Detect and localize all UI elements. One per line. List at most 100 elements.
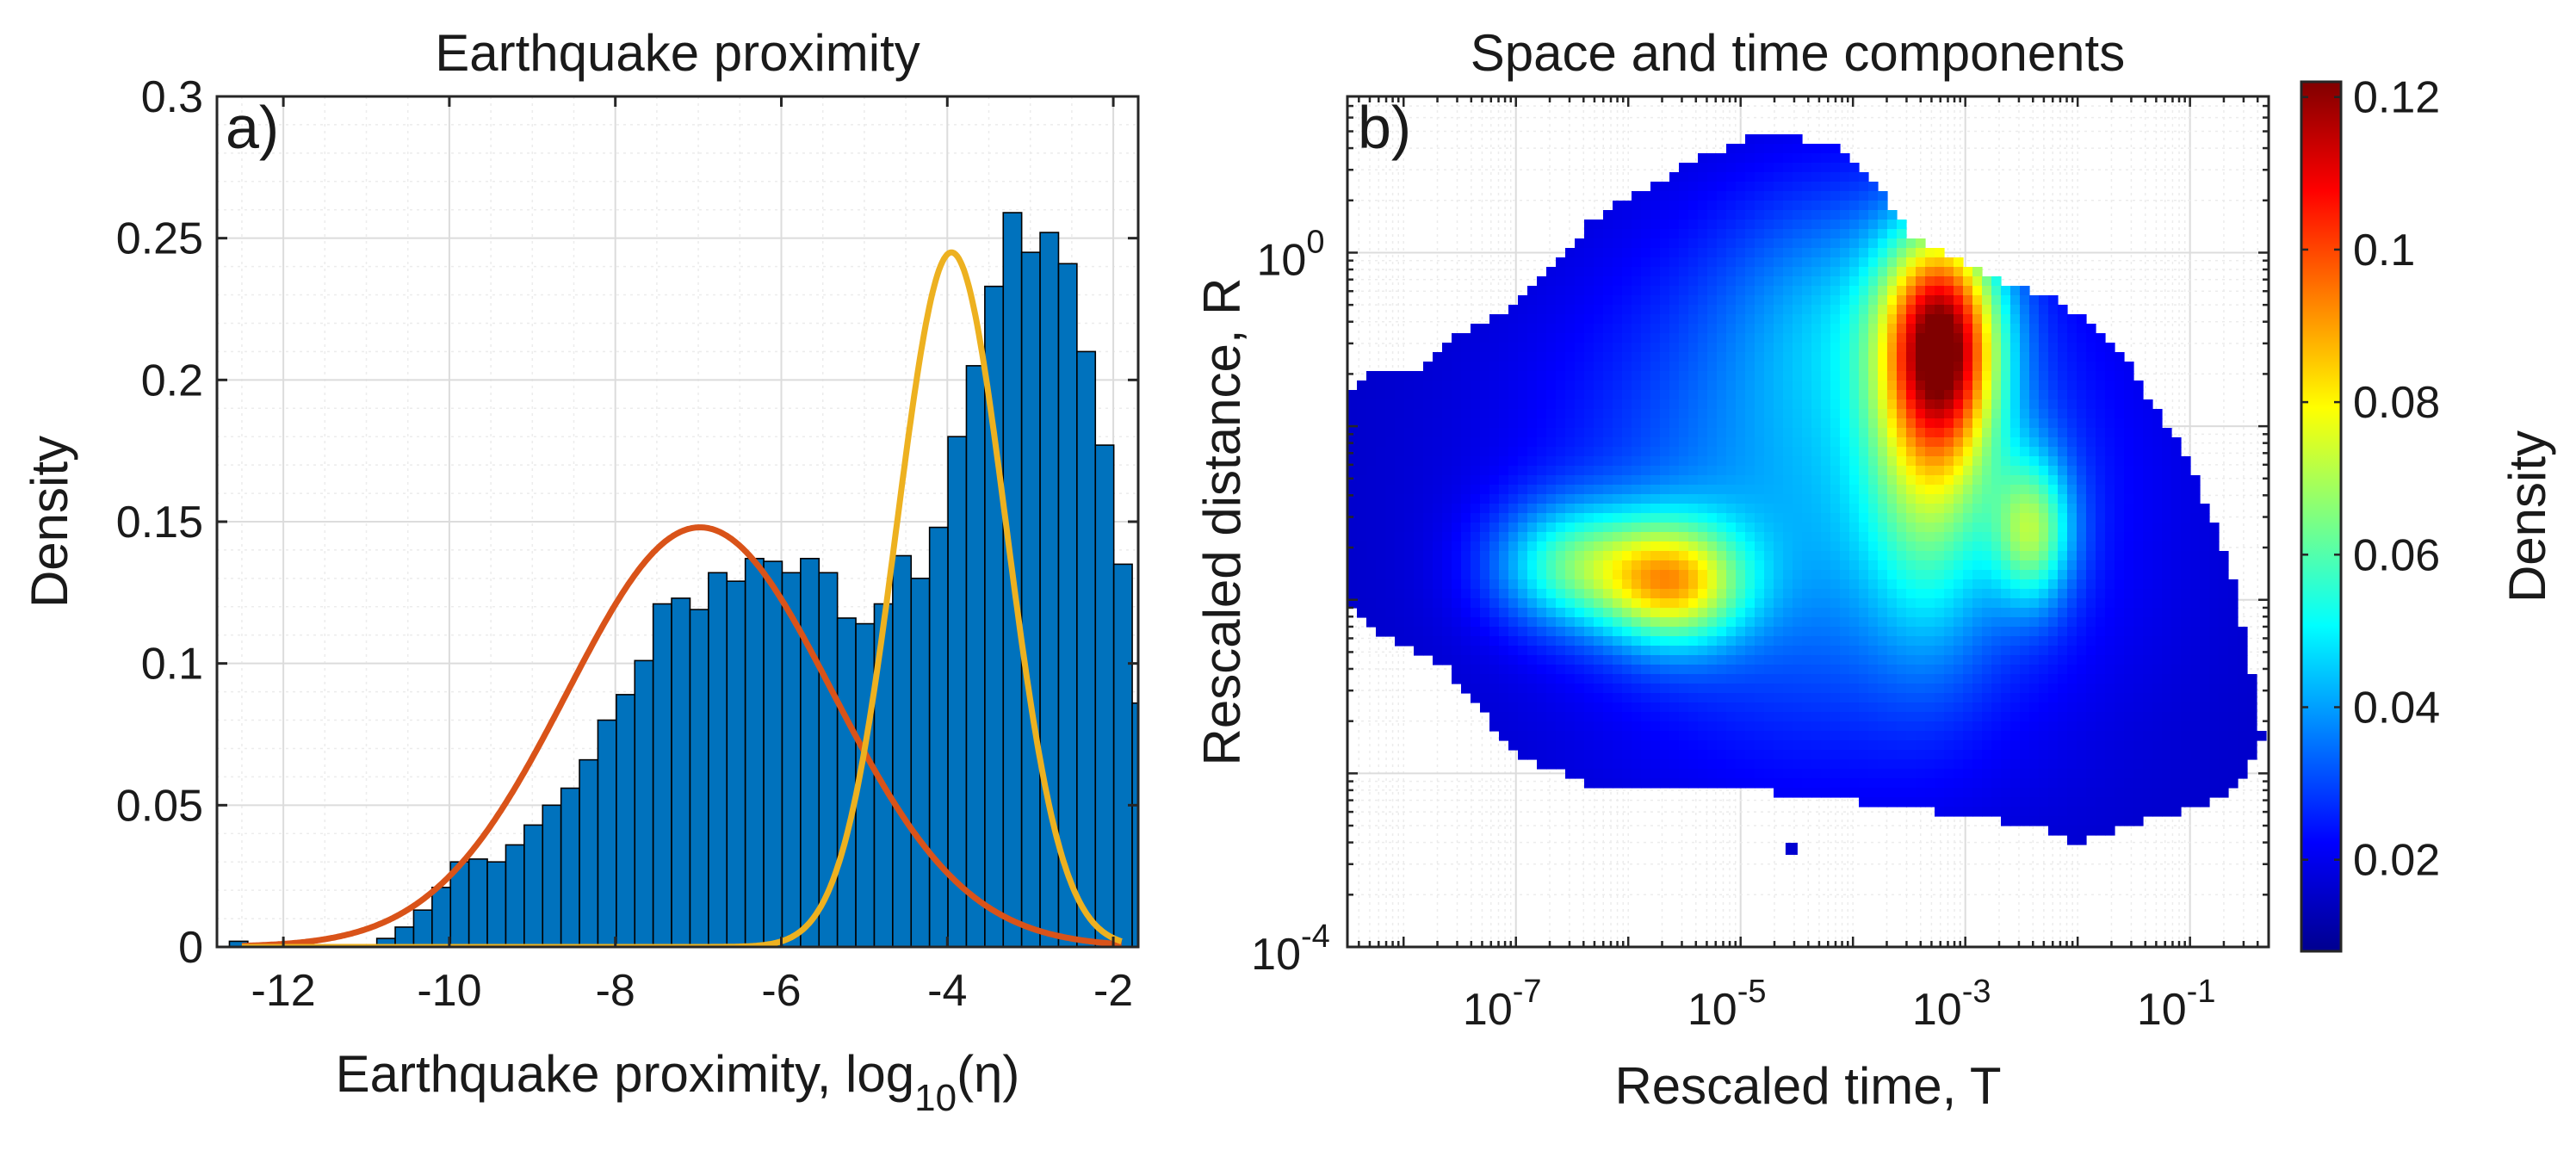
heatmap-cell [2077, 475, 2087, 486]
heatmap-cell [1688, 191, 1699, 201]
heatmap-cell [1518, 314, 1528, 325]
heatmap-cell [1613, 617, 1623, 628]
heatmap-cell [1849, 371, 1860, 381]
heatmap-cell [1688, 627, 1699, 637]
heatmap-cell [1982, 551, 1992, 561]
heatmap-cell [2096, 826, 2106, 836]
heatmap-cell [2058, 314, 2068, 325]
heatmap-cell [1433, 437, 1443, 448]
heatmap-cell [1755, 551, 1765, 561]
heatmap-cell [1764, 305, 1774, 315]
heatmap-cell [1641, 220, 1651, 230]
heatmap-cell [1433, 352, 1443, 362]
heatmap-cell [1660, 579, 1670, 590]
heatmap-cell [1830, 267, 1841, 277]
heatmap-cell [2001, 343, 2011, 353]
heatmap-cell [1736, 466, 1746, 476]
heatmap-cell [1650, 428, 1661, 438]
heatmap-cell [1811, 570, 1822, 580]
heatmap-cell [2067, 731, 2078, 741]
heatmap-cell [1906, 475, 1917, 486]
heatmap-cell [1944, 684, 1954, 694]
heatmap-cell [1688, 314, 1699, 325]
heatmap-cell [1632, 504, 1642, 514]
heatmap-cell [2115, 731, 2125, 741]
heatmap-cell [1679, 627, 1689, 637]
heatmap-cell [2162, 504, 2172, 514]
heatmap-cell [2143, 807, 2153, 817]
heatmap-cell [2058, 305, 2068, 315]
heatmap-cell [1537, 409, 1547, 419]
heatmap-cell [1972, 513, 1983, 523]
heatmap-cell [2096, 816, 2106, 826]
heatmap-cell [1868, 428, 1879, 438]
heatmap-cell [1954, 693, 1964, 703]
heatmap-cell [1755, 684, 1765, 694]
heatmap-cell [1584, 570, 1595, 580]
heatmap-cell [1423, 513, 1434, 523]
heatmap-cell [1518, 560, 1528, 571]
heatmap-cell [1613, 381, 1623, 391]
heatmap-cell [1944, 731, 1954, 741]
heatmap-cell [1821, 693, 1831, 703]
heatmap-cell [1423, 475, 1434, 486]
heatmap-cell [2001, 305, 2011, 315]
heatmap-cell [1736, 437, 1746, 448]
heatmap-cell [1603, 579, 1613, 590]
heatmap-cell [2105, 608, 2115, 618]
heatmap-cell [1669, 475, 1680, 486]
heatmap-cell [1963, 589, 1973, 599]
heatmap-cell [1849, 428, 1860, 438]
heatmap-cell [2029, 665, 2040, 675]
heatmap-cell [1840, 220, 1850, 230]
heatmap-cell [1726, 172, 1737, 183]
heatmap-cell [1859, 617, 1869, 628]
heatmap-cell [2010, 324, 2021, 334]
heatmap-cell [1954, 684, 1964, 694]
heatmap-cell [1944, 532, 1954, 542]
heatmap-cell [1868, 210, 1879, 220]
heatmap-cell [1376, 466, 1386, 476]
heatmap-cell [1698, 238, 1708, 249]
heatmap-cell [1944, 759, 1954, 770]
heatmap-cell [1849, 693, 1860, 703]
heatmap-cell [1736, 456, 1746, 467]
heatmap-cell [1944, 560, 1954, 571]
heatmap-cell [1546, 504, 1557, 514]
heatmap-cell [1802, 371, 1812, 381]
heatmap-cell [1793, 191, 1803, 201]
heatmap-cell [1688, 778, 1699, 789]
heatmap-cell [2067, 314, 2078, 325]
heatmap-cell [1688, 523, 1699, 533]
heatmap-cell [2152, 721, 2163, 732]
heatmap-cell [1660, 712, 1670, 722]
heatmap-cell [1433, 466, 1443, 476]
heatmap-cell [1755, 627, 1765, 637]
heatmap-cell [1669, 532, 1680, 542]
heatmap-cell [1556, 551, 1566, 561]
heatmap-cell [1508, 617, 1519, 628]
heatmap-cell [1821, 541, 1831, 552]
heatmap-cell [2039, 693, 2049, 703]
heatmap-cell [2086, 807, 2096, 817]
heatmap-cell [1395, 513, 1405, 523]
heatmap-cell [1745, 220, 1756, 230]
heatmap-cell [2001, 560, 2011, 571]
heatmap-cell [1764, 740, 1774, 751]
heatmap-cell [1849, 712, 1860, 722]
heatmap-cell [1347, 589, 1358, 599]
heatmap-cell [1546, 475, 1557, 486]
heatmap-cell [1793, 371, 1803, 381]
heatmap-cell [1868, 788, 1879, 798]
heatmap-cell [2039, 523, 2049, 533]
heatmap-cell [2001, 579, 2011, 590]
heatmap-cell [2058, 721, 2068, 732]
heatmap-cell [1442, 418, 1452, 429]
heatmap-cell [1972, 807, 1983, 817]
heatmap-cell [1698, 523, 1708, 533]
heatmap-cell [1982, 475, 1992, 486]
heatmap-cell [1736, 399, 1746, 410]
heatmap-cell [1508, 731, 1519, 741]
heatmap-cell [1868, 238, 1879, 249]
heatmap-cell [1471, 570, 1481, 580]
